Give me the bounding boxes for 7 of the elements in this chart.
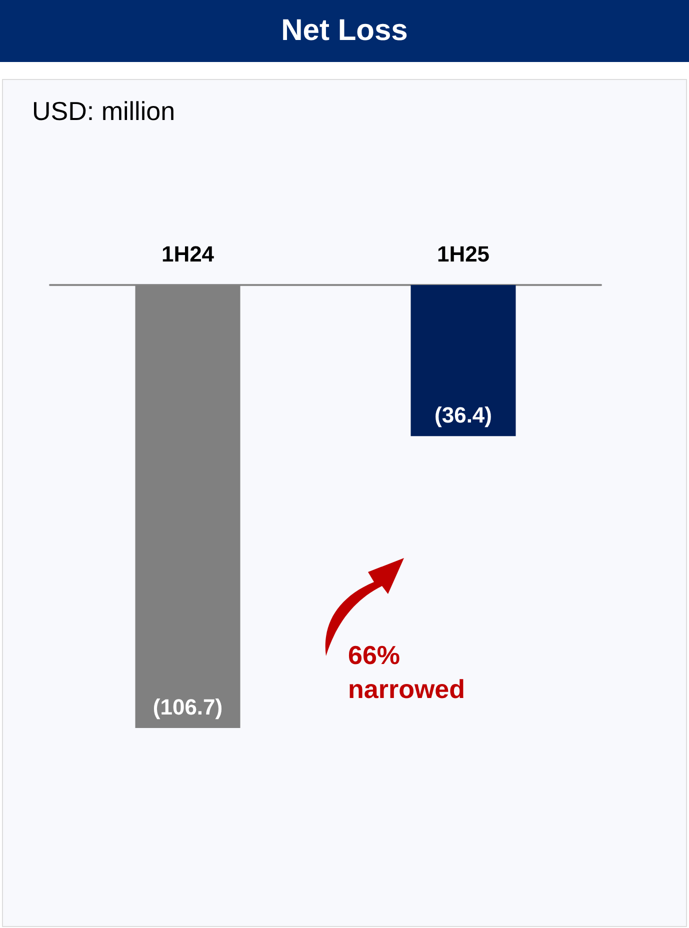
data-label: (36.4) [434,402,492,428]
x-tick-label: 1H25 [436,242,490,266]
x-tick-label: 1H24 [161,242,215,266]
chart-subtitle: USD: million [32,96,176,127]
data-label: (106.7) [152,694,223,720]
annotation: 66% narrowed [348,640,466,704]
chart-title: Net Loss [0,0,689,62]
